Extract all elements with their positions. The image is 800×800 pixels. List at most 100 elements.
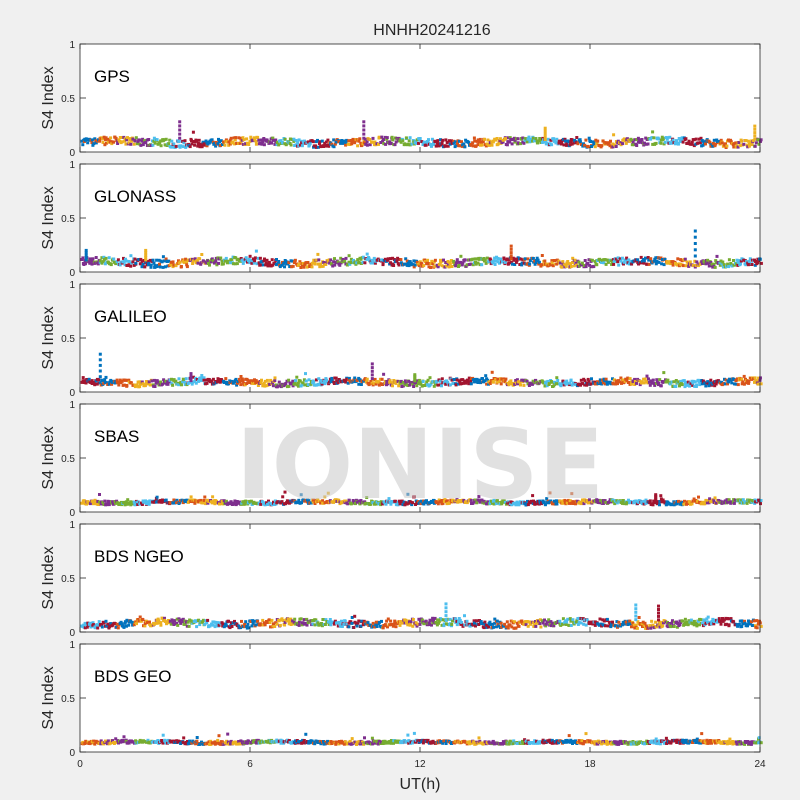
- data-point: [347, 139, 351, 143]
- data-point: [569, 619, 573, 623]
- data-point: [153, 378, 156, 382]
- data-point: [340, 139, 344, 142]
- data-point: [522, 261, 526, 265]
- data-point: [253, 740, 256, 744]
- data-point: [719, 138, 723, 142]
- data-point: [674, 385, 678, 388]
- data-point: [544, 624, 548, 628]
- data-point: [541, 621, 545, 625]
- y-tick-label: 1: [69, 40, 75, 51]
- data-point: [413, 263, 417, 267]
- data-point: [637, 500, 641, 504]
- data-point: [575, 263, 578, 267]
- data-point: [757, 376, 761, 380]
- data-point: [544, 380, 548, 384]
- data-point: [332, 145, 336, 149]
- plot-area: [80, 164, 760, 272]
- data-point: [541, 263, 545, 267]
- data-point: [660, 500, 664, 504]
- data-point: [419, 382, 423, 386]
- data-point: [487, 625, 490, 629]
- data-point: [518, 380, 522, 384]
- data-point: [80, 380, 84, 384]
- data-point: [555, 502, 559, 506]
- data-point: [704, 384, 708, 388]
- data-point: [234, 740, 238, 744]
- data-point: [317, 377, 321, 381]
- data-point: [337, 620, 341, 624]
- data-point: [677, 499, 680, 503]
- data-point: [679, 139, 683, 143]
- data-point: [305, 623, 309, 627]
- data-point: [244, 256, 248, 260]
- data-point: [627, 498, 630, 502]
- data-point: [373, 261, 377, 265]
- data-point: [612, 259, 616, 263]
- data-point: [287, 384, 291, 388]
- data-point: [668, 382, 672, 386]
- data-point: [552, 624, 556, 628]
- data-point: [294, 139, 298, 142]
- spike-point: [444, 618, 448, 621]
- data-point: [298, 260, 302, 264]
- data-point: [757, 259, 761, 262]
- data-point: [542, 500, 546, 504]
- data-point: [90, 141, 94, 144]
- data-point: [665, 380, 669, 384]
- data-point: [149, 263, 153, 267]
- data-point: [237, 136, 241, 140]
- data-point: [112, 140, 116, 144]
- data-point: [744, 500, 748, 504]
- data-point: [648, 383, 652, 387]
- data-point: [707, 620, 711, 624]
- data-point: [428, 623, 432, 627]
- data-point: [196, 261, 200, 265]
- data-point: [513, 138, 517, 142]
- data-point: [720, 262, 724, 266]
- data-point: [621, 501, 624, 505]
- data-point: [569, 265, 573, 268]
- data-point: [115, 625, 118, 629]
- data-point: [417, 141, 420, 145]
- data-point: [437, 262, 441, 266]
- data-point: [404, 136, 408, 140]
- data-point: [404, 618, 408, 622]
- data-point: [322, 145, 325, 148]
- data-point: [566, 617, 570, 621]
- data-point: [480, 143, 484, 147]
- data-point: [221, 622, 225, 626]
- data-point: [463, 623, 467, 627]
- data-point: [405, 621, 408, 625]
- data-point: [657, 260, 661, 264]
- data-point: [230, 625, 234, 628]
- data-point: [565, 142, 569, 146]
- data-point: [524, 137, 528, 141]
- data-point: [411, 382, 415, 386]
- data-point: [279, 385, 283, 389]
- data-point: [461, 381, 465, 385]
- data-point: [595, 142, 599, 146]
- data-point: [572, 141, 576, 145]
- data-point: [333, 263, 337, 267]
- data-point: [641, 625, 644, 628]
- data-point: [302, 618, 306, 622]
- data-point: [518, 263, 522, 266]
- data-point: [90, 259, 94, 263]
- data-point: [682, 379, 686, 383]
- data-point: [325, 378, 329, 382]
- spike-point: [693, 229, 697, 233]
- data-point: [446, 144, 450, 148]
- data-point: [493, 263, 497, 266]
- data-point: [471, 623, 475, 627]
- y-tick-label: 0: [69, 628, 75, 639]
- data-point: [599, 499, 603, 503]
- data-point: [575, 618, 579, 622]
- data-point: [744, 381, 748, 385]
- data-point: [604, 262, 608, 266]
- data-point: [255, 741, 259, 745]
- data-point: [270, 141, 274, 145]
- data-point: [543, 618, 546, 622]
- data-point: [121, 740, 125, 744]
- data-point: [149, 383, 153, 387]
- data-point: [740, 382, 744, 386]
